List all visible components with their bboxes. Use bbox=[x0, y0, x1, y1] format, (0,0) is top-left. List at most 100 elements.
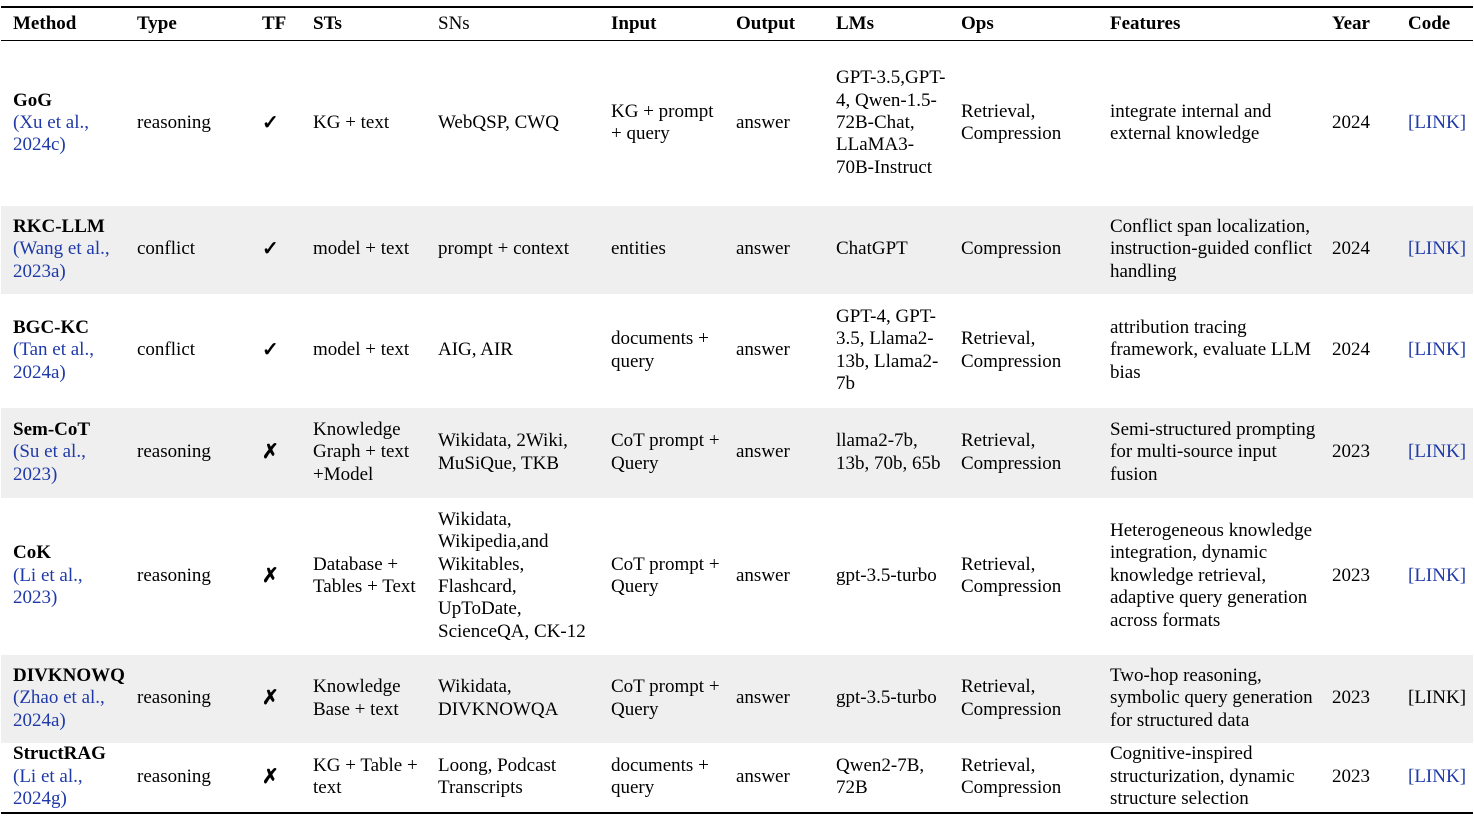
features-cell: Cognitive-inspired structurization, dyna… bbox=[1110, 743, 1295, 810]
method-name: StructRAG bbox=[13, 743, 106, 765]
method-name: BGC-KC bbox=[13, 316, 89, 338]
features-cell: Conflict span localization, instruction-… bbox=[1098, 205, 1320, 294]
year-cell: 2023 bbox=[1320, 407, 1396, 498]
type-cell: reasoning bbox=[125, 654, 250, 743]
table-header-row: Method Type TF STs SNs Input Output LMs … bbox=[1, 7, 1473, 41]
table-row: StructRAG (Li et al., 2024g) reasoning ✗… bbox=[1, 743, 1473, 813]
header-type: Type bbox=[125, 7, 250, 41]
ops-cell: Retrieval, Compression bbox=[961, 328, 1062, 372]
method-cell: CoK (Li et al., 2023) bbox=[1, 498, 125, 655]
features-cell: Two-hop reasoning, symbolic query genera… bbox=[1098, 654, 1320, 743]
type-cell: reasoning bbox=[125, 407, 250, 498]
header-tf: TF bbox=[250, 7, 301, 41]
method-name: RKC-LLM bbox=[13, 215, 105, 237]
citation-link[interactable]: (Su et al., 2023) bbox=[13, 441, 86, 485]
output-cell: answer bbox=[736, 765, 790, 787]
input-cell: entities bbox=[599, 205, 724, 294]
sns-cell: Wikidata, Wikipedia,and Wikitables, Flas… bbox=[438, 508, 586, 642]
code-link[interactable]: [LINK] bbox=[1408, 112, 1467, 134]
code-link[interactable]: [LINK] bbox=[1408, 238, 1467, 260]
sns-cell: Wikidata, 2Wiki, MuSiQue, TKB bbox=[426, 407, 599, 498]
method-name: GoG bbox=[13, 89, 53, 111]
sts-cell: model + text bbox=[301, 205, 426, 294]
year-cell: 2023 bbox=[1332, 564, 1370, 586]
method-cell: RKC-LLM (Wang et al., 2023a) bbox=[1, 205, 125, 294]
citation-link[interactable]: (Xu et al., 2024c) bbox=[13, 112, 89, 156]
year-cell: 2024 bbox=[1332, 339, 1370, 361]
ops-cell: Retrieval, Compression bbox=[961, 553, 1062, 597]
tf-cell: ✗ bbox=[250, 407, 301, 498]
tf-cell: ✗ bbox=[262, 765, 279, 788]
citation-link[interactable]: (Li et al., 2024g) bbox=[13, 765, 83, 810]
year-cell: 2024 bbox=[1320, 205, 1396, 294]
code-link[interactable]: [LINK] bbox=[1408, 564, 1467, 586]
sts-cell: model + text bbox=[313, 339, 410, 361]
lms-cell: gpt-3.5-turbo bbox=[824, 654, 949, 743]
code-cell: [LINK] bbox=[1396, 498, 1473, 655]
type-cell: reasoning bbox=[137, 765, 211, 787]
header-input: Input bbox=[599, 7, 724, 41]
code-cell: [LINK] bbox=[1396, 407, 1473, 498]
lms-cell: ChatGPT bbox=[824, 205, 949, 294]
header-code: Code bbox=[1396, 7, 1473, 41]
sns-cell: prompt + context bbox=[426, 205, 599, 294]
table-row: BGC-KC (Tan et al., 2024a) conflict ✓ mo… bbox=[1, 294, 1473, 408]
method-cell: Sem-CoT (Su et al., 2023) bbox=[1, 407, 125, 498]
header-features: Features bbox=[1098, 7, 1320, 41]
citation-link[interactable]: (Li et al., 2023) bbox=[13, 564, 83, 609]
lms-cell: gpt-3.5-turbo bbox=[836, 564, 937, 586]
code-link[interactable]: [LINK] bbox=[1408, 687, 1467, 709]
table-row: DIVKNOWQA (Zhao et al., 2024a) reasoning… bbox=[1, 654, 1473, 743]
features-cell: attribution tracing framework, evaluate … bbox=[1110, 316, 1311, 383]
header-year: Year bbox=[1320, 7, 1396, 41]
code-cell: [LINK] bbox=[1396, 205, 1473, 294]
output-cell: answer bbox=[736, 339, 790, 361]
sns-cell: WebQSP, CWQ bbox=[438, 112, 559, 134]
code-link[interactable]: [LINK] bbox=[1408, 339, 1467, 361]
sts-cell: Knowledge Base + text bbox=[301, 654, 426, 743]
code-cell: [LINK] bbox=[1396, 294, 1473, 408]
ops-cell: Retrieval, Compression bbox=[961, 100, 1062, 145]
citation-link[interactable]: (Wang et al., 2023a) bbox=[13, 238, 110, 282]
lms-cell: GPT-4, GPT-3.5, Llama2-13b, Llama2-7b bbox=[836, 305, 939, 394]
output-cell: answer bbox=[736, 112, 790, 134]
tf-cell: ✓ bbox=[250, 205, 301, 294]
output-cell: answer bbox=[724, 654, 824, 743]
tf-cell: ✓ bbox=[262, 339, 279, 362]
output-cell: answer bbox=[736, 564, 790, 586]
method-name: CoK bbox=[13, 542, 51, 564]
features-cell: Semi-structured prompting for multi-sour… bbox=[1098, 407, 1320, 498]
code-link[interactable]: [LINK] bbox=[1408, 765, 1467, 787]
input-cell: KG + prompt + query bbox=[611, 100, 714, 145]
method-name: Sem-CoT bbox=[13, 418, 91, 440]
ops-cell: Retrieval, Compression bbox=[961, 754, 1062, 798]
sns-cell: AIG, AIR bbox=[438, 339, 513, 361]
lms-cell: GPT-3.5,GPT-4, Qwen-1.5-72B-Chat, LLaMA3… bbox=[836, 67, 946, 178]
header-method: Method bbox=[1, 7, 125, 41]
year-cell: 2024 bbox=[1332, 112, 1370, 134]
lms-cell: llama2-7b, 13b, 70b, 65b bbox=[824, 407, 949, 498]
input-cell: CoT prompt + Query bbox=[611, 553, 720, 597]
ops-cell: Compression bbox=[949, 205, 1098, 294]
sns-cell: Wikidata, DIVKNOWQA bbox=[426, 654, 599, 743]
type-cell: reasoning bbox=[137, 112, 211, 134]
tf-cell: ✗ bbox=[262, 564, 279, 587]
code-cell: [LINK] bbox=[1396, 41, 1473, 206]
method-cell: StructRAG (Li et al., 2024g) bbox=[1, 743, 125, 813]
sts-cell: Database + Tables + Text bbox=[313, 553, 416, 597]
citation-link[interactable]: (Zhao et al., 2024a) bbox=[13, 687, 105, 731]
ops-cell: Retrieval, Compression bbox=[949, 654, 1098, 743]
features-cell: Heterogeneous knowledge integration, dyn… bbox=[1110, 519, 1313, 631]
ops-cell: Retrieval, Compression bbox=[949, 407, 1098, 498]
year-cell: 2023 bbox=[1320, 654, 1396, 743]
input-cell: documents + query bbox=[611, 754, 709, 798]
input-cell: documents + query bbox=[611, 328, 709, 372]
table-row: GoG (Xu et al., 2024c) reasoning ✓ KG + … bbox=[1, 41, 1473, 206]
code-link[interactable]: [LINK] bbox=[1408, 441, 1467, 463]
tf-cell: ✗ bbox=[250, 654, 301, 743]
method-name: DIVKNOWQA bbox=[13, 664, 125, 686]
input-cell: CoT prompt + Query bbox=[599, 407, 724, 498]
citation-link[interactable]: (Tan et al., 2024a) bbox=[13, 339, 94, 383]
type-cell: conflict bbox=[137, 339, 196, 361]
